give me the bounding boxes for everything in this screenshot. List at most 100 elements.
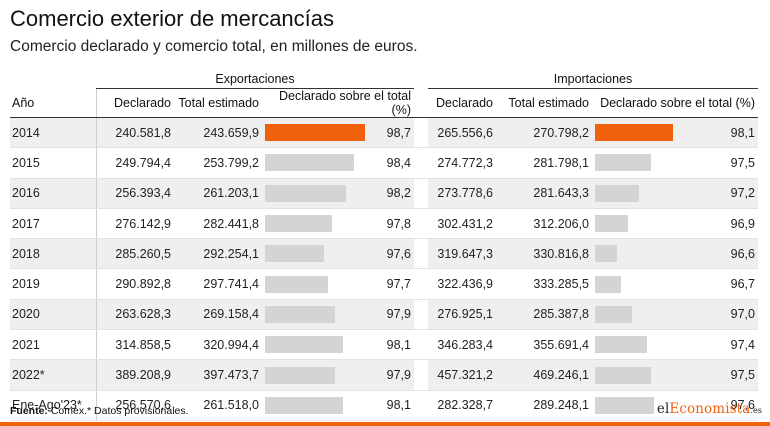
- exp-declared-cell: 285.260,5: [95, 238, 174, 270]
- exp-pct-label: 97,7: [386, 277, 411, 292]
- gap-cell: [414, 268, 428, 300]
- table-row: 2017 276.142,9 282.441,8 97,8 302.431,2 312.2…: [10, 208, 758, 240]
- exp-declared-cell: 256.393,4: [95, 178, 174, 209]
- exp-total-cell: 261.518,0: [174, 390, 262, 421]
- exp-pct-label: 98,7: [386, 125, 411, 140]
- gap-cell: [414, 147, 428, 179]
- imp-pct-cell: 97,6: [592, 390, 758, 421]
- exp-total-cell: 253.799,2: [174, 147, 262, 179]
- exp-pct-label: 98,1: [386, 398, 411, 413]
- exp-pct-bar: [265, 396, 343, 414]
- imp-pct-cell: 97,5: [592, 147, 758, 179]
- exp-pct-cell: 98,2: [262, 178, 414, 209]
- gap-cell: [414, 390, 428, 421]
- year-cell: 2021: [10, 329, 96, 361]
- exp-declared-cell: 290.892,8: [95, 268, 174, 300]
- trade-table: Exportaciones Importaciones Año Declarad…: [10, 70, 758, 421]
- imp-pct-bar: [595, 305, 633, 323]
- exp-total-cell: 269.158,4: [174, 299, 262, 331]
- exp-pct-bar: [265, 184, 347, 202]
- exp-declared-cell: 256.570,6: [95, 390, 174, 421]
- imp-total-cell: 285.387,8: [496, 299, 592, 331]
- col-header-exp-total: Total estimado: [174, 88, 262, 118]
- exp-declared-cell: 276.142,9: [95, 208, 174, 240]
- imp-pct-cell: 97,0: [592, 299, 758, 331]
- table-row: Ene-Ago'23* 256.570,6 261.518,0 98,1 282.328…: [10, 390, 758, 421]
- col-header-imp-pct: Declarado sobre el total (%): [592, 88, 758, 118]
- table-row: 2015 249.794,4 253.799,2 98,4 274.772,3 281.7…: [10, 147, 758, 179]
- exp-pct-cell: 98,7: [262, 117, 414, 149]
- exp-total-cell: 320.994,4: [174, 329, 262, 361]
- col-header-imp-declared: Declarado: [428, 88, 496, 118]
- chart-subtitle: Comercio declarado y comercio total, en …: [10, 38, 418, 55]
- imp-declared-cell: 265.556,6: [428, 117, 496, 149]
- exp-total-cell: 261.203,1: [174, 178, 262, 209]
- exp-declared-cell: 314.858,5: [95, 329, 174, 361]
- exp-pct-label: 97,8: [386, 216, 411, 231]
- exp-pct-bar: [265, 336, 343, 354]
- imp-pct-cell: 98,1: [592, 117, 758, 149]
- imp-declared-cell: 319.647,3: [428, 238, 496, 270]
- exp-total-cell: 292.254,1: [174, 238, 262, 270]
- imp-total-cell: 281.643,3: [496, 178, 592, 209]
- imp-pct-label: 96,6: [730, 246, 755, 261]
- imp-total-cell: 333.285,5: [496, 268, 592, 300]
- year-cell: 2016: [10, 178, 96, 209]
- imp-pct-bar: [595, 396, 655, 414]
- exp-pct-bar: [265, 245, 325, 263]
- exp-pct-label: 98,4: [386, 155, 411, 170]
- exp-pct-bar: [265, 124, 365, 142]
- chart-title: Comercio exterior de mercancías: [10, 6, 335, 31]
- imp-pct-cell: 97,2: [592, 178, 758, 209]
- exp-pct-cell: 97,9: [262, 299, 414, 331]
- imp-pct-label: 96,9: [730, 216, 755, 231]
- exp-pct-label: 97,9: [386, 307, 411, 322]
- imp-declared-cell: 274.772,3: [428, 147, 496, 179]
- year-cell: 2018: [10, 238, 96, 270]
- imp-pct-label: 96,7: [730, 277, 755, 292]
- imp-total-cell: 469.246,1: [496, 359, 592, 391]
- imp-pct-label: 98,1: [730, 125, 755, 140]
- year-cell: 2015: [10, 147, 96, 179]
- imp-pct-label: 97,4: [730, 337, 755, 352]
- exp-pct-label: 97,9: [386, 368, 411, 383]
- exp-pct-bar: [265, 305, 336, 323]
- exp-pct-cell: 98,4: [262, 147, 414, 179]
- exp-pct-bar: [265, 275, 328, 293]
- gap-cell: [414, 178, 428, 209]
- gap-cell: [414, 329, 428, 361]
- exp-total-cell: 397.473,7: [174, 359, 262, 391]
- table-row: 2022* 389.208,9 397.473,7 97,9 457.321,2 469.…: [10, 359, 758, 391]
- imp-total-cell: 330.816,8: [496, 238, 592, 270]
- gap-cell: [414, 238, 428, 270]
- imp-pct-bar: [595, 124, 673, 142]
- year-cell: 2022*: [10, 359, 96, 391]
- col-header-year: Año: [10, 88, 96, 118]
- group-header-imports: Importaciones: [428, 70, 758, 89]
- exp-pct-label: 98,2: [386, 186, 411, 201]
- imp-declared-cell: 273.778,6: [428, 178, 496, 209]
- imp-total-cell: 312.206,0: [496, 208, 592, 240]
- imp-pct-cell: 96,9: [592, 208, 758, 240]
- group-spacer: [10, 70, 96, 89]
- imp-pct-label: 97,5: [730, 368, 755, 383]
- brand-logo: elEconomista.es: [656, 401, 762, 417]
- table-row: 2016 256.393,4 261.203,1 98,2 273.778,6 281.6…: [10, 178, 758, 209]
- imp-pct-bar: [595, 275, 621, 293]
- imp-pct-label: 97,6: [730, 398, 755, 413]
- year-cell: 2019: [10, 268, 96, 300]
- exp-declared-cell: 240.581,8: [95, 117, 174, 149]
- gap-cell: [414, 299, 428, 331]
- exp-declared-cell: 249.794,4: [95, 147, 174, 179]
- imp-pct-cell: 96,6: [592, 238, 758, 270]
- footer-source: Fuente: Comex.* Datos provisionales.: [10, 405, 189, 417]
- source-label: Fuente:: [10, 405, 48, 417]
- table-row: 2014 240.581,8 243.659,9 98,7 265.556,6 270.7…: [10, 117, 758, 149]
- exp-pct-cell: 98,1: [262, 329, 414, 361]
- imp-pct-bar: [595, 215, 629, 233]
- exp-pct-cell: 97,6: [262, 238, 414, 270]
- imp-pct-cell: 97,4: [592, 329, 758, 361]
- imp-pct-bar: [595, 336, 647, 354]
- exp-pct-cell: 98,1: [262, 390, 414, 421]
- table-row: 2020 263.628,3 269.158,4 97,9 276.925,1 285.3…: [10, 299, 758, 331]
